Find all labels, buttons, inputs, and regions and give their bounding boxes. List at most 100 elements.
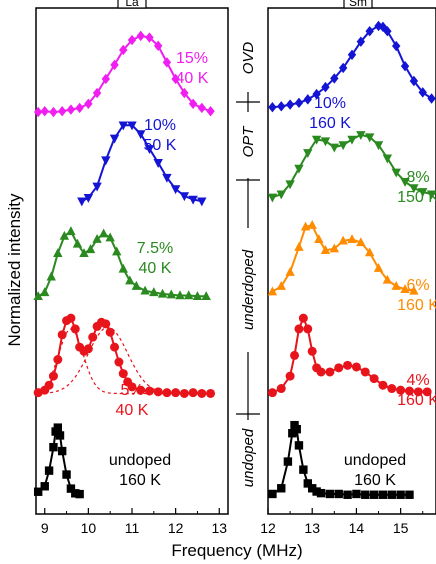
data-point: [343, 360, 353, 370]
data-point: [170, 185, 181, 195]
data-point: [57, 330, 67, 340]
data-point: [98, 228, 109, 238]
data-point: [268, 102, 277, 113]
data-point: [299, 465, 308, 474]
series-line: [37, 230, 207, 298]
data-point: [364, 247, 375, 257]
data-point: [179, 192, 190, 202]
data-point: [145, 32, 154, 43]
data-point: [396, 490, 405, 499]
data-point: [334, 363, 344, 373]
data-point: [175, 290, 185, 300]
x-tick-label: 15: [393, 520, 409, 536]
data-point: [325, 489, 335, 499]
data-point: [294, 97, 304, 109]
data-point: [409, 75, 419, 87]
data-point: [110, 342, 120, 352]
data-point: [206, 106, 215, 117]
series-4: [33, 30, 215, 118]
data-point: [312, 88, 321, 100]
x-tick-label: 12: [260, 520, 276, 536]
data-point: [136, 30, 145, 42]
data-point: [391, 168, 401, 178]
data-point: [55, 431, 65, 440]
data-point: [378, 380, 388, 390]
region-label: OVD: [240, 42, 257, 75]
data-point: [294, 324, 304, 334]
data-point: [325, 367, 335, 377]
data-point: [307, 220, 317, 229]
x-tick-label: 13: [304, 520, 320, 536]
x-tick-label: 10: [81, 520, 97, 536]
fit-component-1: [38, 326, 211, 395]
data-point: [53, 248, 63, 257]
panel-tag: La: [117, 0, 147, 9]
data-point: [276, 384, 286, 394]
data-point: [188, 195, 198, 205]
x-axis-label: Frequency (MHz): [171, 541, 302, 560]
data-point: [267, 286, 278, 296]
series-3: [77, 121, 207, 207]
data-point: [343, 490, 352, 499]
data-point: [290, 350, 300, 360]
data-point: [321, 81, 330, 93]
data-point: [400, 178, 410, 187]
data-point: [294, 164, 304, 174]
series-label: 160 K: [119, 472, 161, 489]
data-point: [413, 387, 423, 397]
data-point: [382, 154, 393, 164]
x-tick-label: 9: [41, 520, 49, 536]
data-point: [382, 274, 393, 284]
data-point: [49, 442, 58, 452]
data-point: [105, 327, 115, 337]
region-label: underdoped: [240, 249, 257, 330]
data-point: [118, 121, 128, 131]
data-point: [66, 104, 76, 115]
data-point: [53, 423, 63, 432]
series-0: [268, 420, 414, 499]
doping-region-labels: OVD OPT underdoped undoped: [236, 42, 260, 487]
data-point: [62, 470, 71, 479]
data-point: [303, 479, 312, 488]
series-label: 40 K: [116, 402, 149, 419]
data-point: [33, 291, 43, 300]
data-point: [396, 385, 406, 395]
data-point: [351, 362, 361, 372]
series-2: [33, 226, 211, 300]
data-point: [307, 346, 317, 356]
data-point: [127, 382, 137, 392]
data-point: [125, 275, 135, 285]
series-4: [268, 20, 436, 113]
data-point: [320, 137, 331, 147]
data-point: [171, 388, 181, 398]
region-label: OPT: [240, 125, 257, 158]
series-label: 150 K: [397, 189, 436, 206]
data-point: [418, 188, 428, 198]
data-point: [162, 173, 172, 183]
data-point: [387, 490, 396, 499]
data-point: [400, 284, 410, 294]
data-point: [92, 234, 102, 243]
region-label: undoped: [240, 428, 257, 487]
data-point: [356, 237, 366, 247]
data-point: [149, 287, 159, 297]
data-point: [391, 281, 401, 290]
data-point: [44, 466, 54, 475]
data-point: [140, 285, 150, 295]
data-point: [92, 182, 102, 192]
data-point: [101, 156, 111, 166]
data-point: [267, 193, 278, 203]
series-label: 40 K: [139, 260, 172, 277]
data-point: [59, 230, 70, 240]
data-point: [83, 344, 93, 354]
data-point: [329, 143, 340, 153]
data-point: [369, 490, 379, 499]
data-point: [378, 490, 388, 499]
panel-tag-text: Sm: [349, 0, 367, 9]
data-point: [153, 40, 163, 52]
data-point: [294, 241, 304, 251]
data-point: [298, 313, 308, 323]
data-point: [387, 384, 397, 394]
data-point: [361, 490, 370, 499]
data-point: [338, 62, 348, 74]
